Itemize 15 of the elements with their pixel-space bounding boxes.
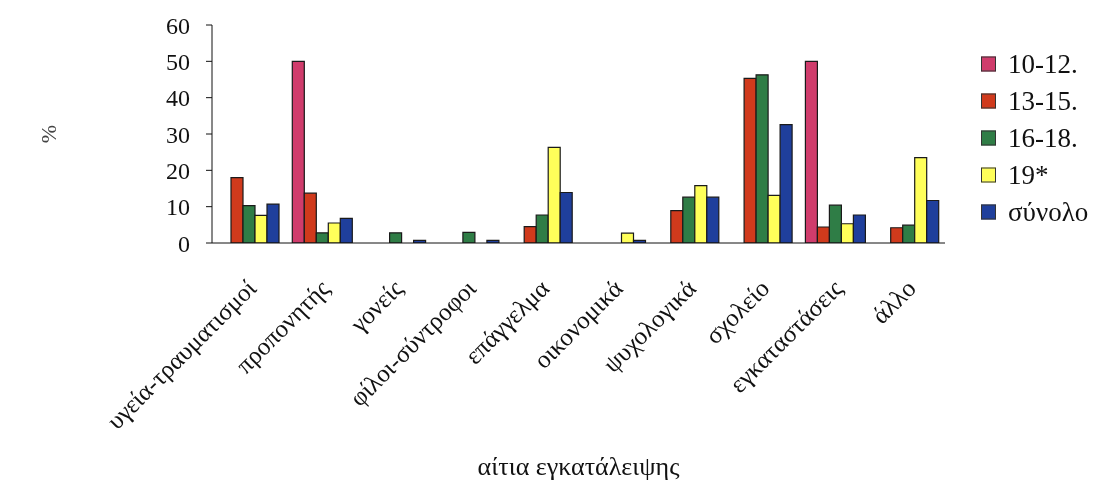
y-tick-label: 10	[166, 194, 190, 221]
x-tick-label: άλλο	[866, 274, 921, 329]
y-tick-label: 20	[166, 157, 190, 184]
y-axis-title: %	[36, 124, 61, 144]
legend-label: σύνολο	[1008, 196, 1089, 228]
legend-label: 16-18.	[1008, 122, 1078, 154]
y-tick-label: 0	[178, 230, 190, 257]
y-tick-label: 50	[166, 48, 190, 75]
legend-label: 19*	[1008, 159, 1049, 191]
y-tick-label: 30	[166, 121, 190, 148]
legend-label: 13-15.	[1008, 85, 1078, 117]
y-tick-label: 40	[166, 85, 190, 112]
legend-label: 10-12.	[1008, 48, 1078, 80]
y-tick-label: 60	[166, 12, 190, 39]
x-axis-title: αίτια εγκατάλειψης	[477, 452, 681, 481]
